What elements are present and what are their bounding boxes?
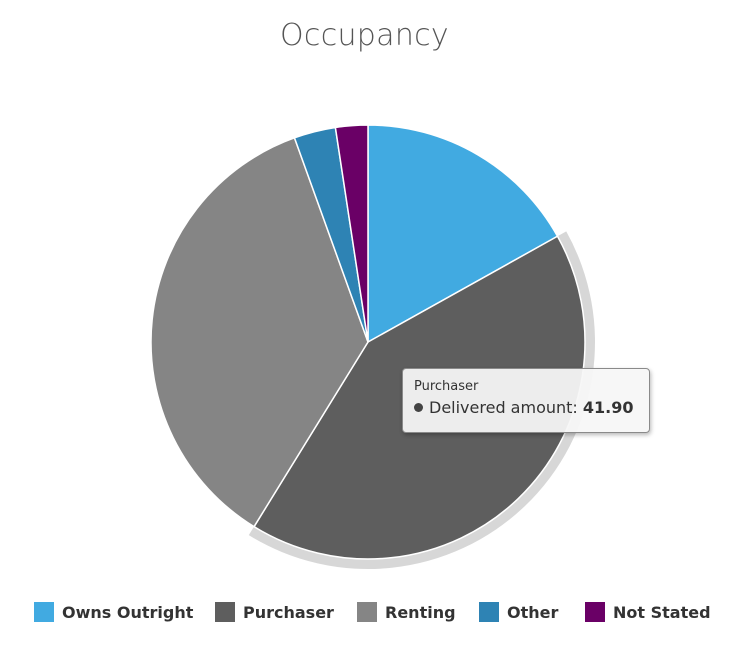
pie-slice-owns-outright[interactable] bbox=[367, 124, 559, 343]
tooltip: Purchaser Delivered amount: 41.90 bbox=[402, 368, 650, 433]
legend-label: Purchaser bbox=[243, 602, 334, 622]
legend: Owns Outright Purchaser Renting Other No… bbox=[0, 598, 729, 626]
tooltip-row: Delivered amount: 41.90 bbox=[414, 395, 639, 421]
pie-slice-not-stated[interactable] bbox=[334, 124, 369, 343]
legend-item-purchaser[interactable]: Purchaser bbox=[215, 598, 334, 626]
legend-swatch-icon bbox=[585, 602, 605, 622]
legend-item-owns-outright[interactable]: Owns Outright bbox=[34, 598, 193, 626]
tooltip-value: 41.90 bbox=[582, 398, 634, 417]
tooltip-series-name: Delivered amount bbox=[429, 398, 573, 417]
legend-swatch-icon bbox=[357, 602, 377, 622]
legend-swatch-icon bbox=[479, 602, 499, 622]
legend-label: Owns Outright bbox=[62, 602, 194, 622]
chart-title: Occupancy bbox=[279, 18, 449, 53]
tooltip-bullet-icon bbox=[414, 403, 423, 412]
legend-item-not-stated[interactable]: Not Stated bbox=[585, 598, 711, 626]
legend-label: Renting bbox=[385, 602, 456, 622]
tooltip-category: Purchaser bbox=[414, 379, 479, 394]
legend-item-renting[interactable]: Renting bbox=[357, 598, 456, 626]
legend-swatch-icon bbox=[215, 602, 235, 622]
legend-label: Other bbox=[507, 602, 559, 622]
pie-slice-renting[interactable] bbox=[150, 137, 369, 528]
legend-swatch-icon bbox=[34, 602, 54, 622]
legend-label: Not Stated bbox=[613, 602, 711, 622]
legend-item-other[interactable]: Other bbox=[479, 598, 558, 626]
